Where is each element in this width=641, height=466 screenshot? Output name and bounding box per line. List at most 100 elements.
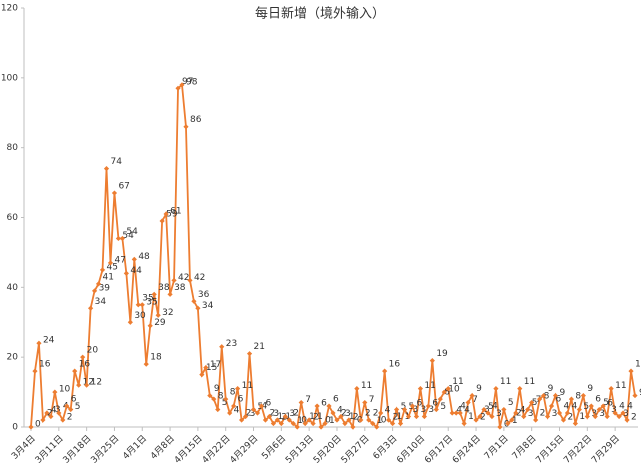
marker [103, 166, 110, 172]
marker [592, 413, 598, 420]
y-tick-label: 120 [1, 4, 18, 14]
marker [624, 417, 630, 423]
data-label: 8 [575, 392, 581, 402]
marker [465, 399, 471, 406]
data-label: 11 [500, 377, 511, 387]
x-tick-label: 3月11日 [33, 433, 66, 466]
data-label: 11 [452, 377, 463, 387]
data-label: 9 [639, 388, 641, 398]
marker [362, 399, 368, 406]
marker [358, 417, 364, 423]
marker [131, 256, 137, 262]
marker [477, 413, 483, 420]
data-label: 2 [246, 409, 252, 419]
data-label: 6 [556, 395, 562, 405]
marker [32, 368, 38, 374]
marker [119, 235, 125, 242]
marker [354, 385, 360, 392]
data-label: 2 [480, 413, 486, 423]
data-label: 38 [158, 283, 170, 293]
marker [350, 424, 356, 430]
marker [262, 417, 269, 423]
marker [80, 354, 86, 360]
marker [72, 368, 78, 374]
data-label: 11 [424, 381, 435, 391]
data-label: 2 [47, 409, 53, 419]
x-tick-label: 3月25日 [89, 433, 122, 466]
marker [199, 372, 205, 378]
data-label: 3 [428, 405, 434, 415]
data-label: 5 [603, 398, 609, 408]
marker [111, 190, 118, 196]
data-label: 4 [262, 402, 268, 412]
marker [556, 410, 563, 416]
data-label: 3 [611, 405, 617, 415]
marker [56, 410, 62, 416]
data-label: 2 [313, 413, 319, 423]
marker [314, 403, 320, 409]
marker [95, 281, 102, 287]
marker [270, 420, 276, 427]
data-label: 2 [567, 413, 573, 423]
marker [246, 351, 253, 357]
marker [223, 396, 229, 402]
marker [107, 260, 114, 266]
marker [382, 368, 388, 374]
marker [529, 399, 535, 406]
marker [215, 406, 221, 413]
marker [596, 406, 602, 413]
data-label: 4 [564, 402, 570, 412]
data-label: 2 [293, 409, 299, 419]
marker [505, 420, 511, 427]
data-label: 21 [254, 342, 265, 352]
data-label: 6 [595, 395, 601, 405]
marker [318, 424, 324, 430]
x-tick-label: 7月8日 [510, 433, 539, 462]
data-label: 0 [325, 416, 331, 426]
data-label: 1 [468, 412, 474, 422]
marker [227, 410, 233, 416]
marker [417, 385, 424, 392]
y-tick-label: 0 [12, 423, 18, 433]
data-label: 2 [540, 409, 546, 419]
x-tick-label: 5月6日 [260, 433, 289, 462]
data-label: 9 [548, 384, 554, 394]
data-label: 1 [397, 412, 403, 422]
data-label: 0 [35, 420, 41, 430]
marker [600, 403, 606, 409]
data-label: 15 [206, 363, 217, 373]
marker [151, 291, 157, 297]
data-label: 4 [337, 406, 343, 416]
data-label: 2 [631, 413, 637, 423]
marker [481, 406, 487, 413]
x-tick-label: 7月29日 [589, 433, 622, 466]
data-label: 3 [289, 409, 295, 419]
data-label: 3 [591, 409, 597, 419]
data-label: 3 [623, 409, 629, 419]
data-label: 1 [297, 416, 303, 426]
data-label: 36 [198, 290, 210, 300]
y-tick-label: 40 [7, 283, 19, 293]
marker [298, 399, 304, 406]
marker [429, 358, 435, 364]
data-label: 47 [114, 255, 125, 265]
data-label: 3 [496, 409, 502, 419]
marker [159, 218, 165, 224]
data-label: 5 [401, 402, 407, 412]
marker [421, 413, 427, 420]
marker [449, 410, 455, 416]
data-label: 11 [615, 381, 626, 391]
marker [294, 424, 300, 430]
marker [175, 85, 181, 91]
marker [525, 406, 531, 413]
data-label: 3 [528, 409, 534, 419]
marker [195, 305, 201, 311]
data-label: 3 [599, 409, 605, 419]
marker [425, 403, 431, 409]
marker [64, 403, 70, 409]
marker [612, 410, 618, 416]
marker [568, 396, 575, 402]
data-label: 5 [75, 402, 81, 412]
data-label: 10 [448, 385, 460, 395]
